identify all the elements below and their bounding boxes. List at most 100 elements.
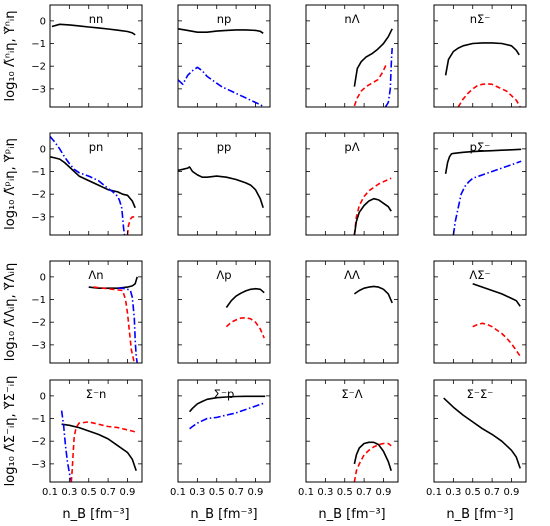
series-black-line <box>50 156 136 209</box>
panel-title: np <box>217 12 232 26</box>
series-black-line <box>225 287 265 308</box>
x-axis-label: n_B [fm⁻³] <box>446 507 513 522</box>
panel-title: Σ⁻Σ⁻ <box>467 387 494 401</box>
panel-2: np <box>177 4 271 108</box>
series-red-line <box>353 177 392 235</box>
panel-14: 0.1 0.3 0.5 0.7 0.9 Σ⁻p <box>170 379 271 498</box>
panel-7: pΛ <box>305 132 399 236</box>
panel-frame <box>177 379 271 483</box>
series-black-line <box>443 397 521 469</box>
panel-frame <box>49 4 143 108</box>
series-blue-line <box>452 160 522 235</box>
series-black-line <box>188 395 266 413</box>
panel-title: nΛ <box>344 12 359 26</box>
panel-frame <box>305 132 399 236</box>
panel-11: ΛΛ <box>305 260 399 364</box>
panel-frame <box>433 260 527 364</box>
panel-3: nΛ <box>305 4 399 108</box>
panel-title: Λp <box>216 268 231 282</box>
x-tick-label: 0.3 <box>445 487 461 498</box>
x-tick-label: 0.3 <box>61 487 77 498</box>
series-red-line <box>70 421 137 482</box>
series-red-line <box>225 316 265 339</box>
row-y-label: log₁₀ Λ̃ⁿᵢη, Υ̃ⁿᵢη <box>3 11 18 102</box>
x-tick-label: 0.1 <box>42 487 58 498</box>
y-tick-label: 0 <box>40 144 46 155</box>
panel-frame <box>49 132 143 236</box>
panel-grid: 0 −1 −2 −3 nn np nΛ nΣ⁻ 0 −1 −2 −3 pn pp pΛ pΣ⁻ 0 −1 −2 −3 Λ… <box>31 4 527 498</box>
y-tick-label: 0 <box>40 272 46 283</box>
row-y-label: log₁₀ Λ̃Λᵢη, Υ̃Λᵢη <box>3 263 18 361</box>
panel-title: ΛΣ⁻ <box>469 268 490 282</box>
panel-frame <box>49 379 143 483</box>
y-tick-label: −1 <box>31 295 46 306</box>
panel-10: Λp <box>177 260 271 364</box>
series-black-line <box>178 28 264 34</box>
row-y-labels: log₁₀ Λ̃ⁿᵢη, Υ̃ⁿᵢη log₁₀ Λ̃ᵖᵢη, Υ̃ᵖᵢη log₁… <box>3 11 18 487</box>
panel-1: 0 −1 −2 −3 nn <box>31 4 143 108</box>
row-y-label: log₁₀ Λ̃Σ⁻ᵢη, Υ̃Σ⁻ᵢη <box>3 376 18 487</box>
series-black-line <box>353 285 393 304</box>
x-axis-label: n_B [fm⁻³] <box>318 507 385 522</box>
x-tick-label: 0.5 <box>465 487 481 498</box>
series-black-line <box>472 282 521 307</box>
y-tick-label: −1 <box>31 167 46 178</box>
y-tick-label: −1 <box>31 39 46 50</box>
x-tick-label: 0.9 <box>120 487 136 498</box>
series-blue-line <box>178 66 265 107</box>
y-tick-label: −2 <box>31 190 46 201</box>
panel-frame <box>305 260 399 364</box>
x-tick-label: 0.5 <box>337 487 353 498</box>
x-tick-label: 0.1 <box>170 487 186 498</box>
series-black-line <box>353 28 393 87</box>
panel-title: ΛΛ <box>344 268 360 282</box>
x-tick-label: 0.5 <box>209 487 225 498</box>
y-tick-label: −1 <box>31 414 46 425</box>
panel-title: Λn <box>88 268 103 282</box>
series-black-line <box>178 166 264 209</box>
panel-title: pΛ <box>344 140 359 154</box>
x-tick-label: 0.7 <box>228 487 244 498</box>
x-tick-label: 0.3 <box>317 487 333 498</box>
series-blue-line <box>189 401 266 430</box>
panel-8: pΣ⁻ <box>433 132 527 236</box>
panel-9: 0 −1 −2 −3 Λn <box>31 260 143 364</box>
panel-16: 0.1 0.3 0.5 0.7 0.9 Σ⁻Σ⁻ <box>426 379 527 498</box>
x-tick-label: 0.3 <box>189 487 205 498</box>
panel-13: 0.1 0.3 0.5 0.7 0.9 0 −1 −2 −3 Σ⁻n <box>31 379 143 498</box>
panel-title: nn <box>89 12 104 26</box>
series-blue-line <box>117 287 138 363</box>
panel-frame <box>177 260 271 364</box>
series-black-line <box>444 148 522 174</box>
panel-frame <box>177 132 271 236</box>
panel-title: Σ⁻n <box>86 387 107 401</box>
x-tick-label: 0.1 <box>426 487 442 498</box>
series-black-line <box>353 441 392 471</box>
y-tick-label: 0 <box>40 16 46 27</box>
panel-6: pp <box>177 132 271 236</box>
x-tick-label: 0.9 <box>248 487 264 498</box>
column-x-labels: n_B [fm⁻³] n_B [fm⁻³] n_B [fm⁻³] n_B [fm⁻³] <box>62 507 513 522</box>
x-tick-label: 0.9 <box>376 487 392 498</box>
x-tick-label: 0.5 <box>81 487 97 498</box>
x-axis-label: n_B [fm⁻³] <box>62 507 129 522</box>
series-black-line <box>353 197 392 235</box>
series-red-line <box>353 442 392 482</box>
panel-title: nΣ⁻ <box>470 12 491 26</box>
series-black-line <box>61 423 137 471</box>
row-y-label: log₁₀ Λ̃ᵖᵢη, Υ̃ᵖᵢη <box>3 138 18 230</box>
panel-12: ΛΣ⁻ <box>433 260 527 364</box>
x-axis-label: n_B [fm⁻³] <box>190 507 257 522</box>
panel-title: Σ⁻Λ <box>341 387 362 401</box>
panel-frame <box>49 260 143 364</box>
series-red-line <box>353 63 388 107</box>
x-tick-label: 0.9 <box>504 487 520 498</box>
series-red-line <box>457 83 521 107</box>
x-tick-label: 0.7 <box>484 487 500 498</box>
series-red-line <box>472 322 521 357</box>
panel-frame <box>433 379 527 483</box>
y-tick-label: −2 <box>31 62 46 73</box>
panel-5: 0 −1 −2 −3 pn <box>31 132 143 236</box>
panel-4: nΣ⁻ <box>433 4 527 108</box>
